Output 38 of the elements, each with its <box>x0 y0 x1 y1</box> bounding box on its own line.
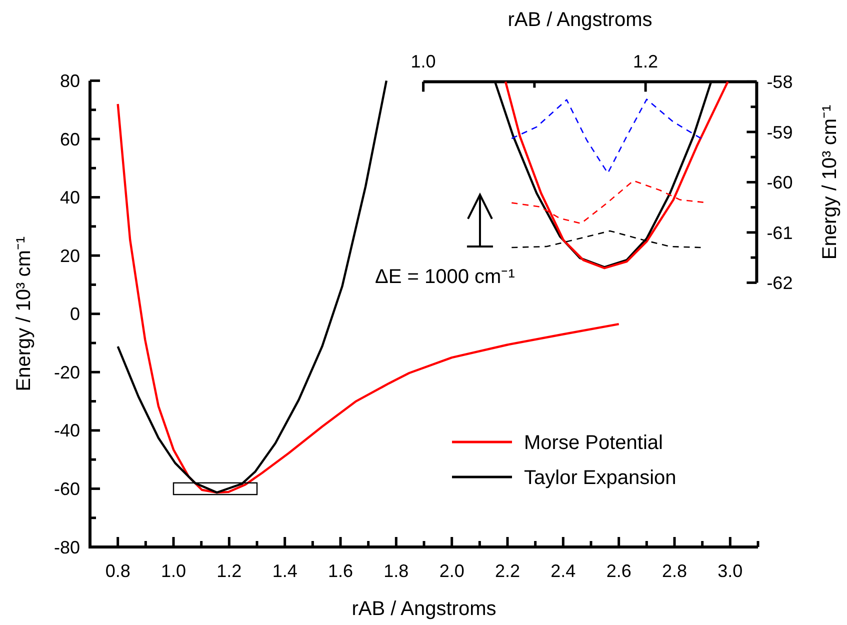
x-tick-label: 1.2 <box>633 52 658 72</box>
y-tick-label: -59 <box>766 122 793 142</box>
y-tick-label: -80 <box>54 537 80 558</box>
line-series <box>511 230 702 248</box>
x-tick-label: 0.8 <box>105 561 130 581</box>
y-tick-label: -61 <box>766 222 793 243</box>
y-axis-title: Energy / 10³ cm⁻¹ <box>13 236 35 392</box>
y-tick-label: -60 <box>766 172 793 192</box>
y-tick-label: -20 <box>54 362 80 382</box>
line-series <box>511 180 704 224</box>
x-tick-label: 1.6 <box>328 561 354 581</box>
x-axis-title: rAB / Angstroms <box>352 598 496 620</box>
y-tick-label: 40 <box>60 188 80 208</box>
x-tick-label: 1.4 <box>272 561 298 581</box>
legend-label: Morse Potential <box>524 432 663 454</box>
y-tick-label: 80 <box>60 71 80 91</box>
x-tick-label: 1.0 <box>410 52 436 72</box>
y-tick-label: -40 <box>54 420 80 441</box>
x-tick-label: 2.0 <box>439 561 464 581</box>
x-tick-label: 3.0 <box>718 561 743 581</box>
y-tick-label: 60 <box>60 129 80 150</box>
y-tick-label: -62 <box>766 273 793 293</box>
x-tick-label: 2.4 <box>550 561 576 581</box>
x-tick-label: 1.8 <box>384 561 409 581</box>
x-tick-label: 2.2 <box>494 561 520 581</box>
y-axis-title: Energy / 10³ cm⁻¹ <box>819 104 841 260</box>
x-tick-label: 1.2 <box>216 561 242 581</box>
x-tick-label: 2.8 <box>662 561 688 581</box>
y-tick-label: -58 <box>766 72 793 92</box>
line-series <box>511 98 702 174</box>
y-tick-label: 20 <box>60 246 80 266</box>
legend-label: Taylor Expansion <box>524 467 676 489</box>
x-tick-label: 1.0 <box>160 561 186 581</box>
y-tick-label: -60 <box>54 479 80 500</box>
x-tick-label: 2.6 <box>606 561 632 581</box>
annotation: ΔE = 1000 cm⁻¹ <box>375 266 516 288</box>
x-axis-title: rAB / Angstroms <box>508 9 652 31</box>
y-tick-label: 0 <box>70 304 80 324</box>
